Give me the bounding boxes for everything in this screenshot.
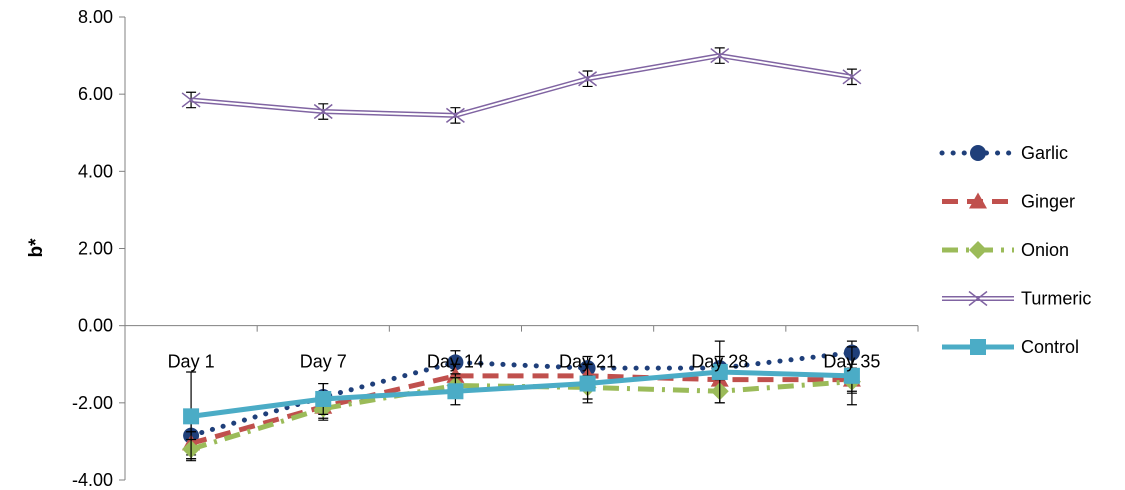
y-axis-title: b* bbox=[26, 238, 47, 258]
x-tick-label: Day 28 bbox=[691, 352, 748, 372]
y-tick-label: 8.00 bbox=[78, 7, 113, 27]
legend-item-control[interactable]: Control bbox=[942, 337, 1079, 357]
series-line bbox=[190, 369, 852, 419]
data-point bbox=[842, 69, 862, 85]
x-tick-labels: Day 1 Day 7 Day 14 Day 21 Day 28 Day 35 bbox=[168, 352, 881, 372]
series-layer bbox=[181, 47, 862, 462]
data-point bbox=[445, 107, 465, 123]
y-tick-label: -4.00 bbox=[72, 470, 113, 490]
data-point bbox=[447, 354, 464, 371]
legend-swatch-marker bbox=[968, 290, 988, 307]
legend-label: Ginger bbox=[1021, 192, 1075, 212]
legend-label: Control bbox=[1021, 337, 1079, 357]
y-tick-label: 4.00 bbox=[78, 161, 113, 181]
series-line bbox=[188, 350, 855, 439]
data-point bbox=[313, 103, 333, 120]
x-tick-label: Day 7 bbox=[300, 352, 347, 372]
data-point bbox=[315, 390, 332, 407]
legend-label: Turmeric bbox=[1021, 289, 1091, 309]
axes: -4.00 -2.00 0.00 2.00 4.00 6.00 8.00 bbox=[72, 7, 919, 490]
data-point bbox=[181, 92, 201, 108]
data-point bbox=[447, 383, 464, 400]
legend-label: Onion bbox=[1021, 240, 1069, 260]
legend-item-onion[interactable]: Onion bbox=[942, 240, 1069, 260]
series-line bbox=[190, 379, 853, 452]
x-tick-label: Day 35 bbox=[823, 352, 880, 372]
legend-item-garlic[interactable]: Garlic bbox=[939, 143, 1068, 163]
x-tick-label: Day 21 bbox=[559, 352, 616, 372]
y-tick-label: 2.00 bbox=[78, 239, 113, 259]
data-point bbox=[710, 47, 730, 64]
data-point bbox=[711, 363, 728, 380]
series-garlic bbox=[183, 340, 860, 460]
legend-swatch-marker bbox=[969, 192, 987, 209]
data-point bbox=[843, 367, 860, 384]
y-tick-label: 6.00 bbox=[78, 84, 113, 104]
legend[interactable]: Garlic Ginger Onion Turmeric Control bbox=[939, 143, 1091, 357]
legend-swatch-marker bbox=[970, 145, 986, 161]
data-point bbox=[183, 408, 200, 425]
series-line bbox=[190, 53, 853, 118]
legend-item-ginger[interactable]: Ginger bbox=[942, 192, 1075, 212]
legend-swatch-marker bbox=[969, 241, 987, 259]
series-turmeric bbox=[181, 47, 862, 124]
series-onion bbox=[182, 369, 861, 460]
legend-label: Garlic bbox=[1021, 143, 1068, 163]
legend-swatch-marker bbox=[970, 339, 986, 355]
x-tick-label: Day 1 bbox=[168, 352, 215, 372]
data-point bbox=[578, 71, 598, 87]
series-control bbox=[183, 340, 860, 462]
x-tick-label: Day 14 bbox=[427, 352, 484, 372]
y-tick-label: 0.00 bbox=[78, 316, 113, 336]
legend-item-turmeric[interactable]: Turmeric bbox=[942, 289, 1091, 309]
series-line-inner bbox=[190, 54, 853, 117]
y-tick-label: -2.00 bbox=[72, 393, 113, 413]
data-point bbox=[579, 375, 596, 392]
series-ginger bbox=[182, 363, 861, 456]
